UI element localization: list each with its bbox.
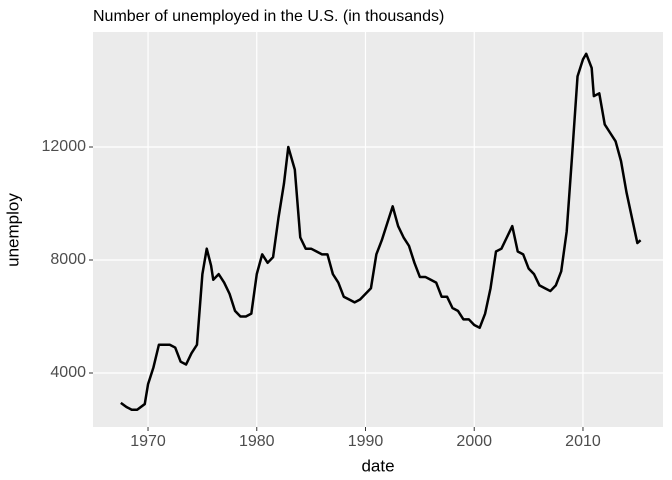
y-tick-label: 12000	[42, 138, 87, 155]
y-tick-label: 4000	[50, 364, 86, 381]
x-tick-label: 2010	[565, 433, 601, 450]
x-tick-label: 1990	[348, 433, 384, 450]
x-axis-title: date	[361, 456, 394, 475]
x-tick-label: 1980	[239, 433, 275, 450]
y-axis-title: unemploy	[3, 193, 22, 267]
x-tick-label: 2000	[456, 433, 492, 450]
y-tick-label: 8000	[50, 251, 86, 268]
x-tick-label: 1970	[130, 433, 166, 450]
chart-title: Number of unemployed in the U.S. (in tho…	[93, 8, 444, 25]
line	[120, 52, 642, 411]
